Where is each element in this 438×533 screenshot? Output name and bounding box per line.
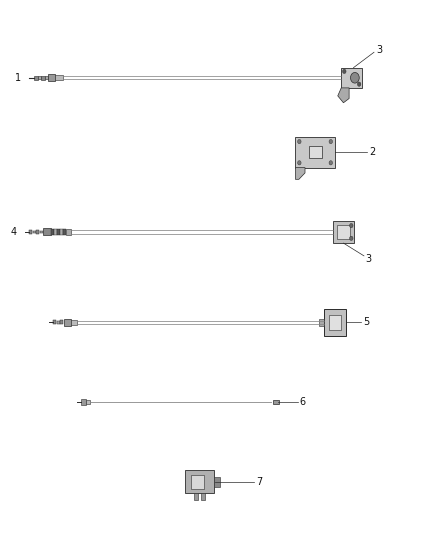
Text: 2: 2 bbox=[370, 147, 376, 157]
Bar bbox=[332, 221, 354, 243]
Text: 7: 7 bbox=[256, 477, 262, 487]
Circle shape bbox=[350, 223, 353, 228]
Bar bbox=[71, 320, 77, 325]
Text: 5: 5 bbox=[363, 317, 369, 327]
Bar bbox=[66, 229, 71, 235]
Bar bbox=[45, 76, 48, 79]
Bar bbox=[341, 68, 362, 88]
Circle shape bbox=[329, 140, 332, 144]
Bar bbox=[60, 229, 63, 235]
Bar bbox=[319, 319, 324, 326]
Bar bbox=[60, 320, 63, 325]
Bar bbox=[295, 137, 335, 167]
Bar bbox=[194, 493, 198, 500]
Bar bbox=[64, 319, 71, 326]
Bar bbox=[308, 147, 321, 158]
Bar bbox=[48, 74, 55, 81]
Bar bbox=[337, 225, 350, 239]
Bar bbox=[57, 229, 60, 235]
Text: 1: 1 bbox=[15, 73, 21, 83]
Bar bbox=[273, 400, 279, 405]
Bar bbox=[43, 229, 51, 236]
Bar bbox=[53, 320, 56, 325]
Circle shape bbox=[357, 82, 361, 86]
Circle shape bbox=[329, 161, 332, 165]
Bar bbox=[36, 230, 39, 234]
Polygon shape bbox=[338, 88, 349, 103]
Bar bbox=[39, 231, 42, 233]
Bar bbox=[184, 470, 214, 494]
Bar bbox=[55, 75, 63, 80]
Bar bbox=[214, 477, 220, 487]
Circle shape bbox=[297, 161, 301, 165]
Circle shape bbox=[343, 69, 346, 74]
Bar bbox=[54, 229, 57, 235]
Bar bbox=[191, 475, 204, 489]
Text: 3: 3 bbox=[376, 45, 382, 55]
Text: 3: 3 bbox=[366, 254, 372, 263]
Bar bbox=[29, 230, 32, 234]
Bar bbox=[32, 231, 35, 233]
Bar bbox=[201, 493, 205, 500]
Bar bbox=[41, 76, 45, 79]
Bar bbox=[34, 76, 38, 79]
Bar bbox=[324, 309, 346, 336]
Bar bbox=[63, 229, 66, 235]
Circle shape bbox=[350, 236, 353, 240]
Bar bbox=[57, 321, 60, 324]
Text: 4: 4 bbox=[11, 227, 17, 237]
Bar bbox=[38, 76, 41, 79]
Bar bbox=[328, 315, 341, 330]
Bar bbox=[51, 229, 53, 235]
Bar bbox=[86, 400, 90, 404]
Polygon shape bbox=[295, 167, 305, 179]
Bar bbox=[81, 399, 86, 405]
Text: 6: 6 bbox=[300, 397, 306, 407]
Circle shape bbox=[350, 72, 359, 83]
Circle shape bbox=[297, 140, 301, 144]
